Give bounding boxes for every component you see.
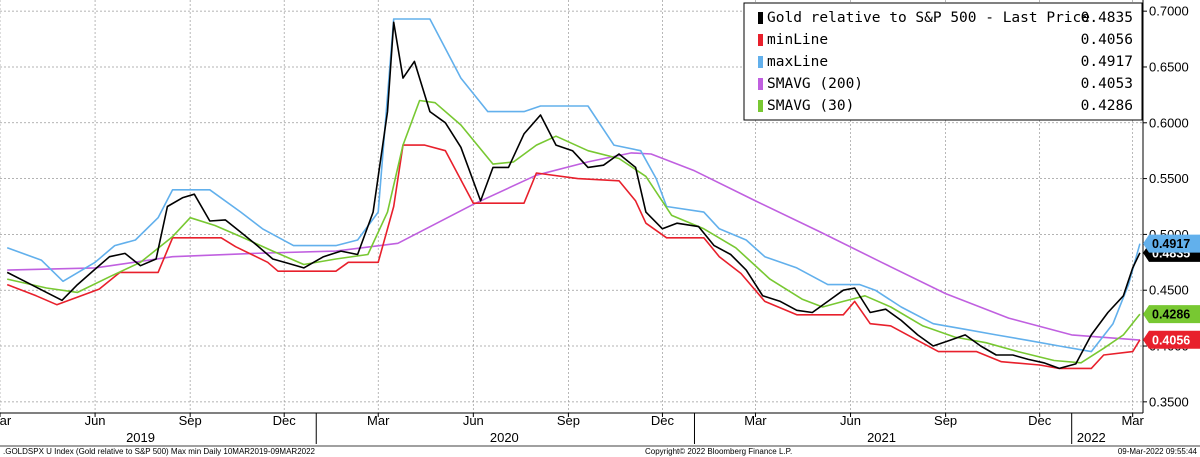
legend-series-value: 0.4835 (1081, 10, 1133, 26)
legend-swatch (758, 56, 763, 68)
legend-series-name: maxLine (767, 54, 828, 70)
legend-box (743, 2, 1143, 121)
legend-series-name: minLine (767, 32, 828, 48)
legend-swatch (758, 100, 763, 112)
legend-series-name: SMAVG (30) (767, 98, 854, 114)
y-tick-label: 0.7000 (1149, 4, 1189, 19)
x-tick-label: Mar (1121, 413, 1144, 428)
legend-series-name: SMAVG (200) (767, 76, 863, 92)
year-label: 2019 (126, 430, 155, 445)
value-tag: 0.4056 (1143, 330, 1200, 349)
legend-series-name: Gold relative to S&P 500 - Last Price (767, 10, 1090, 26)
year-label: 2021 (867, 430, 896, 445)
x-tick-label: Dec (273, 413, 297, 428)
legend-swatch (758, 12, 763, 24)
series-lines (6, 18, 1141, 370)
y-tick-label: 0.6000 (1149, 115, 1189, 130)
x-tick-label: Sep (557, 413, 580, 428)
legend-series-value: 0.4286 (1081, 98, 1133, 114)
x-tick-label: Jun (85, 413, 106, 428)
footer-right: 09-Mar-2022 09:55:44 (1118, 447, 1198, 456)
year-label: 2020 (490, 430, 519, 445)
footer-center: Copyright© 2022 Bloomberg Finance L.P. (645, 447, 792, 456)
series-line (6, 18, 1141, 353)
x-axis: Mar Jun Sep Dec Mar Jun Sep Dec Mar Jun Sep Dec Mar 2… (0, 413, 1145, 445)
value-tag: 0.4917 (1143, 234, 1200, 253)
x-tick-label: Sep (934, 413, 957, 428)
legend-swatch (758, 34, 763, 46)
y-tick-label: 0.4500 (1149, 283, 1189, 298)
value-tag-box (1143, 234, 1200, 253)
x-tick-label: Jun (463, 413, 484, 428)
series-line (6, 144, 1141, 370)
series-line (7, 99, 1141, 364)
value-tag-box (1143, 305, 1200, 324)
x-tick-label: Dec (1028, 413, 1052, 428)
legend-series-value: 0.4053 (1081, 76, 1133, 92)
x-tick-label: Dec (651, 413, 675, 428)
legend: Gold relative to S&P 500 - Last Price0.4… (743, 2, 1143, 121)
legend-series-value: 0.4917 (1081, 54, 1133, 70)
y-tick-label: 0.5500 (1149, 171, 1189, 186)
value-tag-label: 0.4917 (1152, 237, 1190, 251)
y-tick-label: 0.3500 (1149, 394, 1189, 409)
footer-left: .GOLDSPX U Index (Gold relative to S&P 5… (3, 447, 316, 456)
value-tag: 0.4286 (1143, 305, 1200, 324)
value-tag-label: 0.4286 (1152, 308, 1190, 322)
x-tick-label: Mar (367, 413, 390, 428)
value-tag-label: 0.4056 (1152, 333, 1190, 347)
legend-swatch (758, 78, 763, 90)
y-tick-label: 0.6500 (1149, 59, 1189, 74)
year-label: 2022 (1077, 430, 1106, 445)
x-tick-label: Sep (179, 413, 202, 428)
x-tick-label: Jun (840, 413, 861, 428)
series-line (6, 21, 1141, 370)
legend-series-value: 0.4056 (1081, 32, 1133, 48)
series-line (7, 152, 1140, 341)
x-tick-label: Mar (0, 413, 12, 428)
value-tag-box (1143, 330, 1200, 349)
x-tick-label: Mar (744, 413, 767, 428)
